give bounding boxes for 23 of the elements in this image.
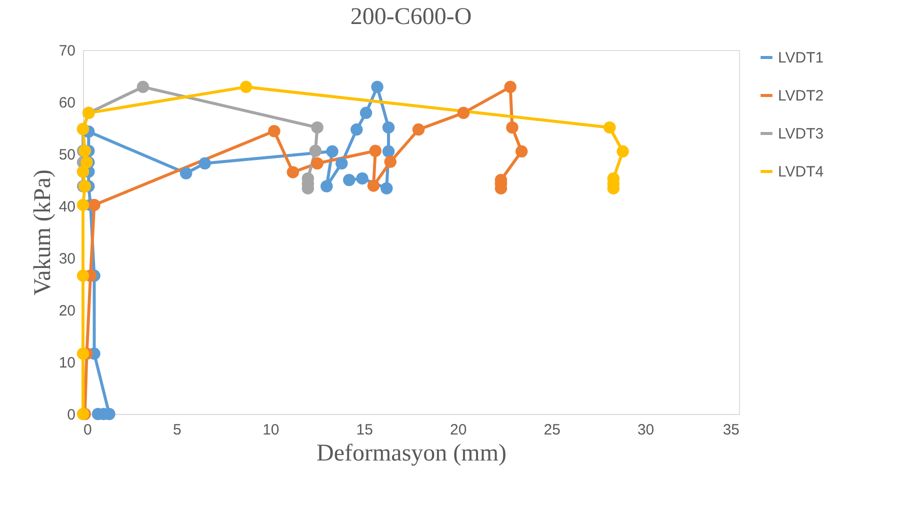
y-tick-label: 60 [58, 94, 76, 112]
y-tick-label: 0 [67, 406, 76, 424]
x-axis-title: Deformasyon (mm) [316, 440, 506, 466]
x-tick-label: 15 [356, 422, 373, 438]
x-tick-label: 20 [450, 422, 467, 438]
legend-label: LVDT1 [778, 50, 824, 66]
y-tick-label: 40 [58, 198, 76, 216]
x-tick-label: 35 [722, 422, 740, 438]
legend-label: LVDT2 [778, 88, 824, 104]
legend-label: LVDT4 [778, 164, 824, 180]
y-tick-label: 20 [58, 302, 76, 320]
chart-title: 200-C600-O [350, 4, 472, 30]
x-tick-label: 25 [544, 422, 560, 438]
x-tick-label: 30 [637, 422, 654, 438]
y-tick-label: 30 [58, 250, 76, 268]
x-tick-label: 5 [173, 422, 182, 438]
legend-label: LVDT3 [778, 126, 824, 142]
y-axis-title: Vakum (kPa) [30, 170, 56, 296]
y-tick-label: 70 [58, 42, 76, 60]
y-tick-label: 50 [58, 146, 76, 164]
x-tick-label: 0 [84, 422, 92, 438]
x-tick-label: 10 [262, 422, 280, 438]
y-tick-label: 10 [58, 354, 76, 372]
